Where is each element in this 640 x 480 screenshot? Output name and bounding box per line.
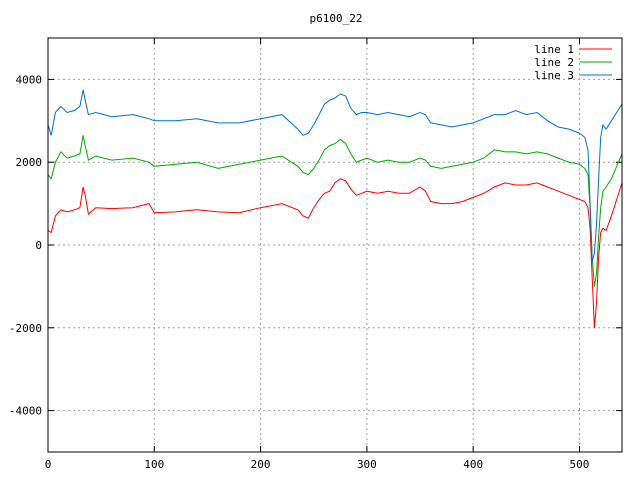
series-line-3 bbox=[47, 89, 623, 262]
x-tick-label: 500 bbox=[570, 458, 590, 471]
y-tick-label: -4000 bbox=[9, 405, 42, 418]
series-line-2 bbox=[47, 135, 623, 287]
y-tick-label: -2000 bbox=[9, 322, 42, 335]
legend-label-2: line 2 bbox=[534, 56, 574, 69]
series-line-1 bbox=[47, 178, 623, 328]
y-tick-label: 0 bbox=[35, 239, 42, 252]
y-tick-label: 2000 bbox=[16, 156, 43, 169]
x-tick-label: 100 bbox=[144, 458, 164, 471]
legend-label-3: line 3 bbox=[534, 69, 574, 82]
x-tick-label: 200 bbox=[251, 458, 271, 471]
x-axis-ticks: 0 100 200 300 400 500 bbox=[45, 38, 590, 471]
legend-label-1: line 1 bbox=[534, 43, 574, 56]
x-tick-label: 400 bbox=[463, 458, 483, 471]
y-tick-label: 4000 bbox=[16, 73, 43, 86]
series-lines bbox=[47, 89, 623, 328]
x-tick-label: 300 bbox=[357, 458, 377, 471]
x-tick-label: 0 bbox=[45, 458, 52, 471]
grid-lines bbox=[47, 38, 622, 452]
chart-title: p6100_22 bbox=[310, 12, 363, 25]
plot-frame bbox=[47, 37, 623, 453]
y-axis-ticks: -4000 -2000 0 2000 4000 bbox=[9, 73, 622, 418]
